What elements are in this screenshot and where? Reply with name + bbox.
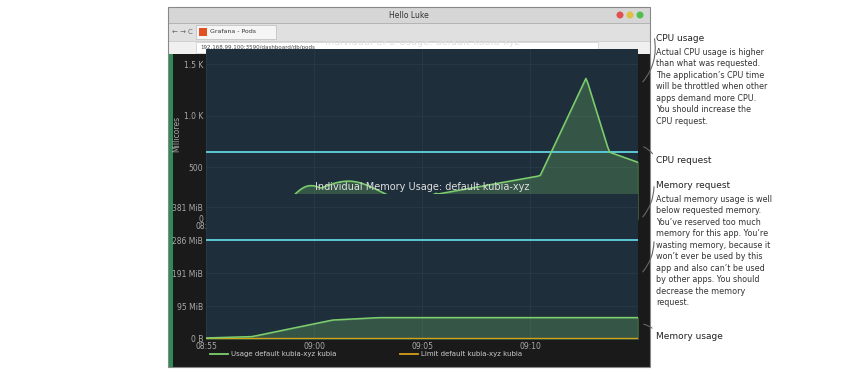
Text: Actual CPU usage is higher
than what was requested.
The application’s CPU time
w: Actual CPU usage is higher than what was… [656, 48, 767, 126]
Circle shape [616, 12, 624, 18]
Text: Memory usage: Memory usage [656, 332, 722, 341]
Text: 192.168.99.100:3590/dashboard/db/pods: 192.168.99.100:3590/dashboard/db/pods [200, 45, 315, 50]
Text: CPU usage: CPU usage [656, 34, 704, 43]
Title: Individual CPU Usage: default kubia-xyz: Individual CPU Usage: default kubia-xyz [325, 37, 519, 47]
Text: Limit default kubia-xyz kubia: Limit default kubia-xyz kubia [421, 236, 522, 242]
Bar [168, 7, 650, 367]
Y-axis label: Millicores: Millicores [172, 116, 181, 152]
Circle shape [636, 12, 643, 18]
Bar [168, 54, 173, 367]
Text: ← →: ← → [172, 29, 186, 35]
Bar [168, 54, 650, 367]
Text: Usage default kubia-xyz kubia: Usage default kubia-xyz kubia [231, 236, 337, 242]
Title: Individual Memory Usage: default kubia-xyz: Individual Memory Usage: default kubia-x… [315, 182, 529, 192]
Text: Actual memory usage is well
below requested memory.
You’ve reserved too much
mem: Actual memory usage is well below reques… [656, 195, 772, 307]
Text: Memory request: Memory request [656, 181, 730, 190]
Bar [199, 28, 207, 36]
Text: Limit default kubia-xyz kubia: Limit default kubia-xyz kubia [421, 351, 522, 357]
Bar [196, 42, 598, 53]
Bar [168, 7, 650, 23]
Text: C: C [188, 29, 192, 35]
Text: Grafana - Pods: Grafana - Pods [210, 28, 256, 34]
Bar [168, 23, 650, 41]
Bar [196, 25, 276, 39]
Bar [168, 41, 650, 54]
Text: Hello Luke: Hello Luke [389, 10, 429, 19]
Circle shape [626, 12, 634, 18]
Text: Request default kubia-xyz kubia: Request default kubia-xyz kubia [231, 261, 343, 267]
Text: Usage default kubia-xyz kubia: Usage default kubia-xyz kubia [231, 351, 337, 357]
Text: CPU request: CPU request [656, 156, 711, 165]
